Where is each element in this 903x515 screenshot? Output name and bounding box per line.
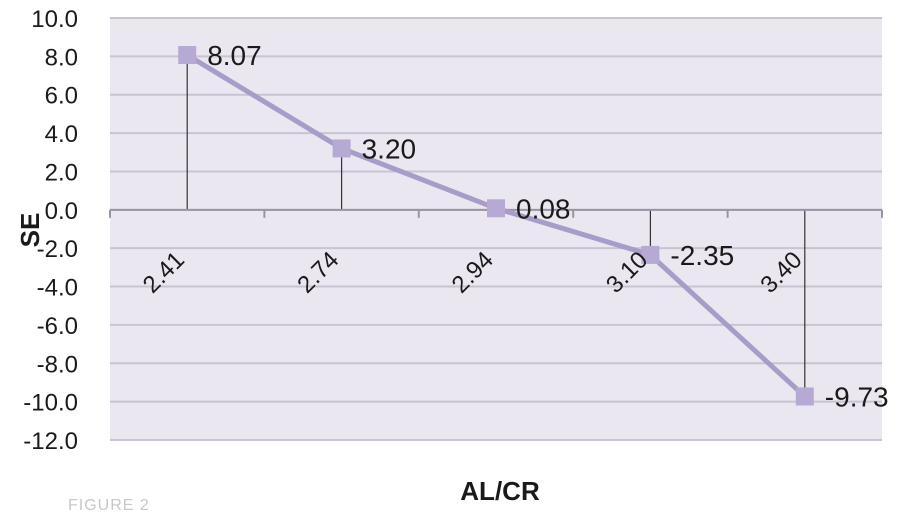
data-point-marker	[641, 245, 660, 264]
y-tick-label: 0.0	[45, 198, 78, 225]
y-tick-label: -12.0	[23, 428, 78, 455]
drop-lines	[186, 55, 806, 397]
data-point-marker	[178, 46, 197, 65]
y-tick-label: 2.0	[45, 159, 78, 186]
data-labels: 8.07 3.20 0.08 -2.35 -9.73	[207, 40, 888, 412]
y-tick-label: -10.0	[23, 390, 78, 417]
y-tick-label: -8.0	[37, 351, 78, 378]
data-label: -9.73	[825, 381, 889, 412]
figure-caption: FIGURE 2	[68, 497, 150, 514]
data-point-marker	[487, 199, 505, 218]
x-axis-title: AL/CR	[460, 476, 540, 506]
data-label: -2.35	[670, 240, 734, 271]
y-tick-label: 8.0	[45, 44, 78, 71]
y-tick-label: 4.0	[45, 121, 78, 148]
y-tick-label: -6.0	[37, 313, 78, 340]
y-tick-label: -2.0	[37, 236, 78, 263]
data-point-marker	[795, 387, 814, 406]
y-tick-labels: 10.0 8.0 6.0 4.0 2.0 0.0 -2.0 -4.0 -6.0 -8.0 -10.0…	[23, 6, 78, 455]
data-label: 3.20	[362, 133, 417, 164]
y-tick-label: 6.0	[45, 83, 78, 110]
y-axis-title: SE	[15, 213, 45, 248]
plot-area	[110, 18, 882, 440]
data-point-marker	[332, 139, 351, 158]
y-tick-label: 10.0	[31, 6, 78, 33]
y-tick-label: -4.0	[37, 275, 78, 302]
data-label: 8.07	[207, 40, 262, 71]
data-label: 0.08	[516, 193, 571, 224]
markers	[178, 46, 814, 406]
